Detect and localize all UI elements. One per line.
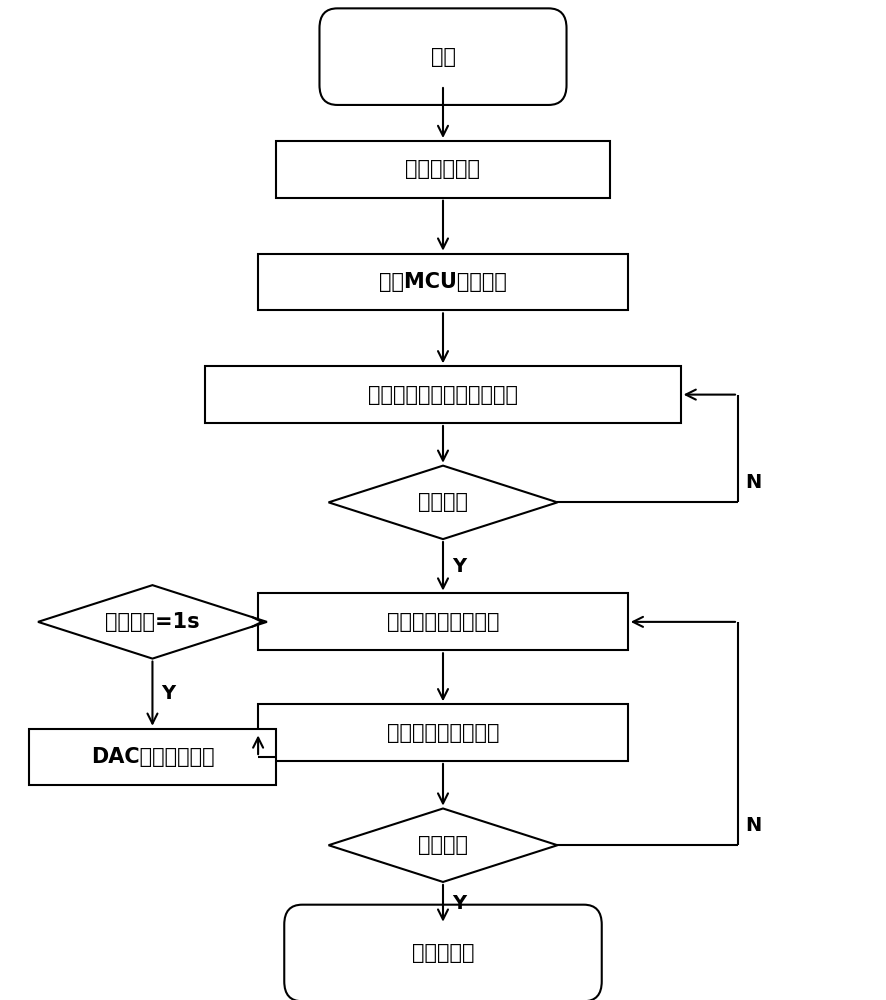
Bar	[258, 593, 628, 650]
Text: 开始采集: 开始采集	[418, 492, 468, 512]
Polygon shape	[329, 808, 557, 882]
Bar	[206, 366, 680, 423]
Bar	[276, 141, 610, 198]
Text: N: N	[746, 473, 762, 492]
Polygon shape	[38, 585, 267, 659]
Text: 开机: 开机	[431, 47, 455, 67]
FancyBboxPatch shape	[320, 8, 566, 105]
Text: 使能激光器，等待波长稳定: 使能激光器，等待波长稳定	[368, 385, 518, 405]
Text: 激光器温度控制模块: 激光器温度控制模块	[387, 723, 499, 743]
Bar	[29, 729, 276, 785]
Text: Y: Y	[452, 557, 466, 576]
Text: 生成波形数据: 生成波形数据	[406, 159, 480, 179]
Text: Y: Y	[161, 684, 175, 703]
FancyBboxPatch shape	[284, 905, 602, 1000]
Text: N: N	[746, 816, 762, 835]
Text: Y: Y	[452, 894, 466, 913]
Bar	[258, 704, 628, 761]
Text: 结束采集: 结束采集	[418, 835, 468, 855]
Text: 时间间隔=1s: 时间间隔=1s	[105, 612, 199, 632]
Bar	[258, 254, 628, 310]
Polygon shape	[329, 466, 557, 539]
Text: 温度采集，累加平均: 温度采集，累加平均	[387, 612, 499, 632]
Text: DAC温度补偿模块: DAC温度补偿模块	[90, 747, 214, 767]
Text: 关闭激光器: 关闭激光器	[412, 943, 474, 963]
Text: 配置MCU外围设备: 配置MCU外围设备	[379, 272, 507, 292]
